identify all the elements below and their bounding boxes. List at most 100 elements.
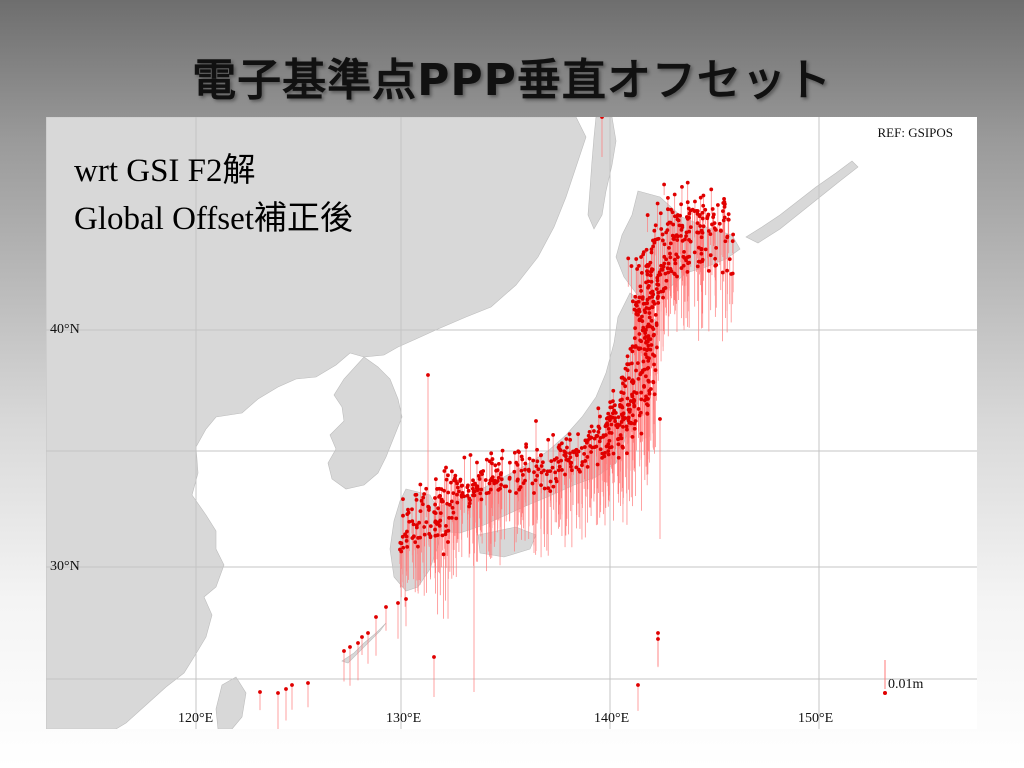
- station-point: [406, 507, 410, 512]
- station-point: [435, 533, 440, 538]
- station-point: [600, 455, 604, 460]
- station-point: [609, 431, 614, 435]
- station-point: [684, 234, 688, 238]
- station-point: [653, 312, 658, 317]
- station-point: [700, 230, 705, 235]
- station-point: [651, 238, 655, 243]
- station-point: [471, 493, 475, 498]
- station-point: [499, 483, 504, 487]
- station-point: [673, 261, 678, 266]
- station-point: [723, 239, 728, 244]
- station-point: [630, 435, 635, 439]
- station-point: [636, 376, 641, 381]
- station-point: [700, 216, 705, 221]
- station-point: [687, 237, 691, 242]
- station-point: [644, 328, 648, 332]
- station-point: [634, 257, 639, 261]
- ref-label: REF: GSIPOS: [877, 125, 954, 140]
- station-point: [623, 366, 628, 371]
- station-point: [306, 681, 310, 685]
- station-point: [483, 478, 488, 482]
- station-point: [544, 472, 549, 477]
- station-point: [562, 453, 567, 457]
- station-point: [722, 196, 726, 201]
- station-point: [539, 453, 543, 457]
- station-point: [360, 635, 364, 639]
- station-point: [712, 221, 717, 226]
- station-point: [450, 469, 454, 474]
- station-point: [634, 300, 639, 305]
- station-point: [649, 250, 654, 255]
- station-point: [609, 422, 614, 427]
- station-point: [644, 306, 649, 310]
- station-point: [620, 444, 625, 449]
- station-point: [648, 260, 653, 265]
- station-point: [722, 202, 727, 206]
- station-point: [639, 271, 644, 275]
- station-point: [449, 480, 453, 485]
- station-point: [635, 267, 640, 271]
- station-point: [587, 436, 592, 441]
- station-point: [619, 436, 624, 441]
- station-point: [567, 432, 572, 437]
- station-point: [551, 484, 556, 489]
- station-point: [642, 336, 647, 340]
- station-point: [602, 433, 607, 438]
- station-point: [500, 448, 505, 453]
- scale-label: 0.01m: [888, 677, 924, 692]
- station-point: [443, 532, 448, 537]
- station-point: [374, 615, 378, 619]
- station-point: [725, 234, 730, 239]
- station-point: [444, 523, 448, 528]
- station-point: [680, 184, 684, 189]
- station-point: [441, 552, 446, 557]
- station-point: [654, 287, 659, 291]
- station-point: [646, 322, 651, 327]
- station-point: [656, 294, 660, 299]
- station-point: [519, 468, 524, 473]
- station-points: [258, 117, 736, 695]
- station-point: [651, 352, 655, 357]
- station-point: [499, 456, 504, 461]
- station-point: [640, 297, 645, 301]
- station-point: [692, 250, 697, 255]
- station-point: [617, 423, 622, 427]
- station-point: [679, 227, 684, 232]
- station-point: [730, 271, 735, 276]
- station-point: [475, 484, 480, 489]
- station-point: [530, 481, 535, 486]
- station-point: [645, 366, 650, 371]
- station-point: [655, 201, 660, 206]
- station-point: [721, 218, 726, 223]
- offset-map: REF: GSIPOS wrt GSI F2解 Global Offset補正後…: [46, 117, 977, 729]
- lon-label-150e: 150°E: [798, 711, 834, 726]
- station-point: [710, 207, 715, 211]
- station-point: [643, 352, 648, 357]
- station-point: [662, 261, 667, 266]
- station-point: [645, 213, 650, 217]
- station-point: [643, 331, 648, 336]
- station-point: [628, 399, 633, 403]
- station-point: [651, 379, 656, 384]
- station-point: [715, 203, 720, 207]
- station-point: [607, 438, 612, 443]
- station-point: [674, 252, 679, 257]
- station-point: [646, 378, 651, 383]
- station-point: [487, 481, 492, 486]
- station-point: [705, 214, 710, 219]
- station-point: [645, 411, 650, 416]
- station-point: [445, 501, 450, 506]
- station-point: [711, 215, 716, 219]
- station-point: [675, 213, 680, 217]
- station-point: [666, 196, 670, 200]
- station-point: [659, 227, 664, 231]
- station-point: [668, 255, 673, 260]
- station-point: [258, 690, 262, 694]
- station-point: [576, 449, 581, 454]
- station-point: [542, 486, 547, 491]
- lon-label-120e: 120°E: [178, 711, 214, 726]
- station-point: [437, 486, 442, 491]
- station-point: [623, 384, 628, 389]
- station-point: [507, 475, 512, 480]
- station-point: [671, 237, 676, 241]
